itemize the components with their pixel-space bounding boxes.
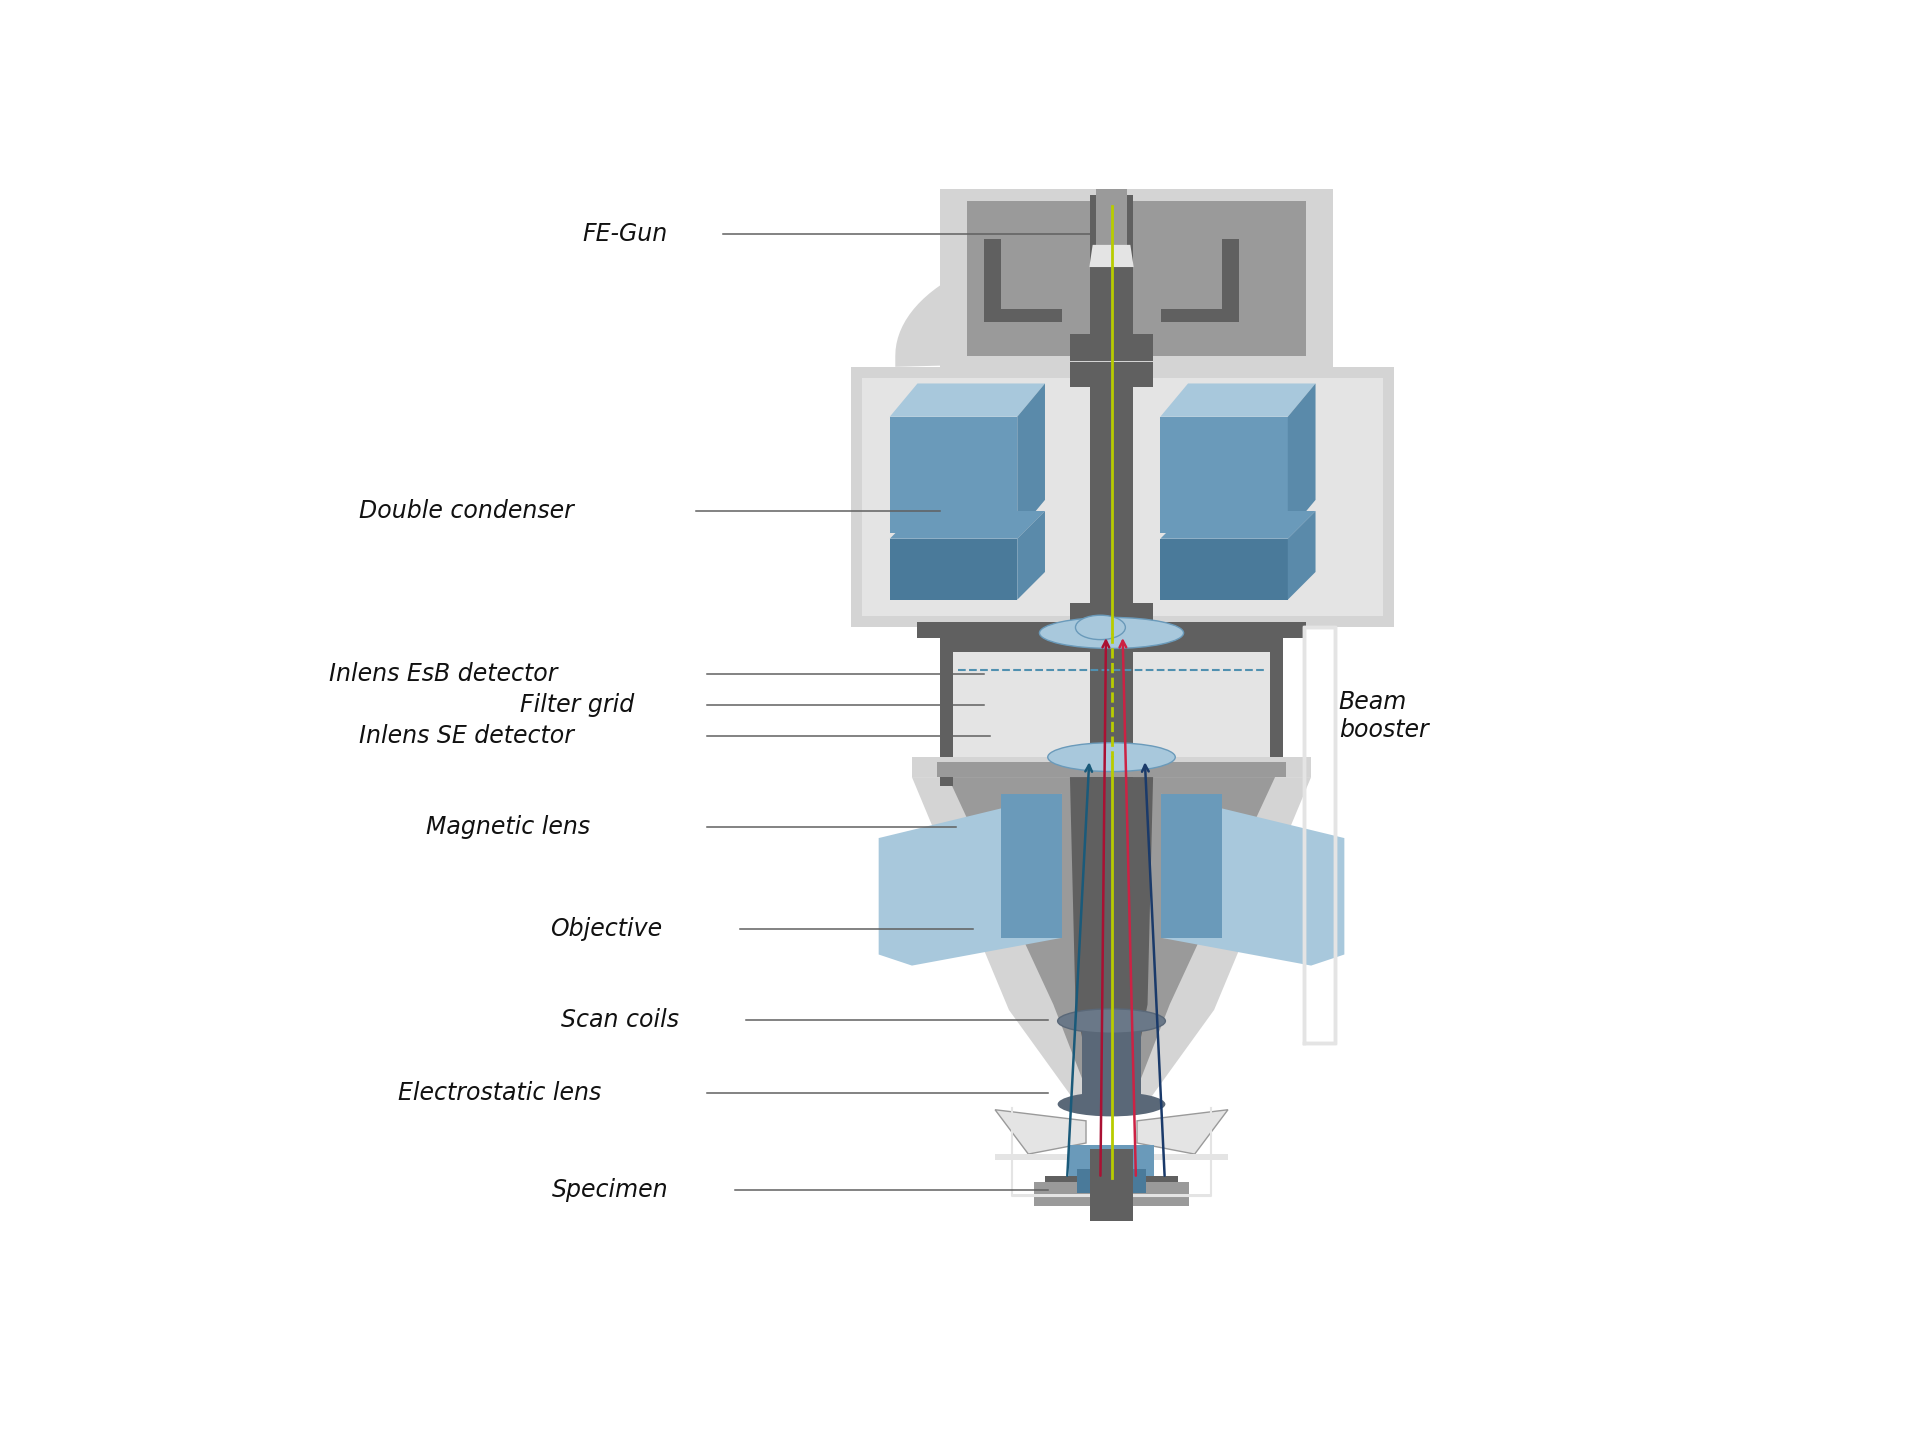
Bar	[1077, 1168, 1146, 1192]
Polygon shape	[1162, 793, 1223, 937]
Bar	[939, 634, 1283, 652]
Bar	[1091, 1149, 1133, 1221]
Bar	[1269, 638, 1283, 778]
Bar	[952, 652, 1269, 778]
Bar	[1096, 190, 1127, 262]
Polygon shape	[1018, 511, 1044, 599]
Bar	[995, 1153, 1087, 1159]
Polygon shape	[889, 383, 1044, 416]
Bar	[1012, 1194, 1212, 1197]
Text: Double condenser: Double condenser	[359, 500, 574, 523]
Polygon shape	[1288, 383, 1315, 533]
Bar	[1091, 778, 1133, 1110]
Bar	[939, 762, 952, 786]
Polygon shape	[1160, 383, 1315, 416]
Bar	[1071, 603, 1152, 628]
Text: Objective: Objective	[551, 917, 662, 940]
Polygon shape	[1160, 511, 1315, 539]
Bar	[1000, 763, 1223, 778]
Polygon shape	[895, 243, 1306, 367]
Polygon shape	[1137, 1110, 1229, 1153]
Text: Inlens SE detector: Inlens SE detector	[359, 724, 574, 747]
Bar	[889, 416, 1018, 533]
Text: FE-Gun: FE-Gun	[584, 222, 668, 246]
Text: Filter grid: Filter grid	[520, 693, 636, 717]
Text: Electrostatic lens: Electrostatic lens	[397, 1081, 601, 1104]
Text: Beam
booster: Beam booster	[1338, 690, 1428, 742]
Bar	[937, 762, 1286, 778]
Polygon shape	[1162, 793, 1344, 966]
Polygon shape	[1288, 511, 1315, 599]
Bar	[1160, 539, 1288, 599]
Polygon shape	[1162, 239, 1238, 323]
Bar	[1160, 416, 1288, 533]
Polygon shape	[948, 778, 1275, 1099]
Bar	[1071, 334, 1152, 361]
Bar	[889, 539, 1018, 599]
Text: Specimen: Specimen	[551, 1178, 668, 1201]
Ellipse shape	[1048, 743, 1175, 772]
Polygon shape	[889, 511, 1044, 539]
Bar	[912, 757, 1311, 778]
Bar	[1091, 367, 1133, 628]
Bar	[939, 190, 1332, 367]
Bar	[1044, 1176, 1179, 1182]
Ellipse shape	[1039, 618, 1183, 648]
Text: Magnetic lens: Magnetic lens	[426, 815, 589, 840]
Bar	[1069, 1145, 1154, 1176]
Bar	[851, 367, 1394, 628]
Bar	[939, 638, 952, 778]
Bar	[1033, 1182, 1188, 1207]
Polygon shape	[1089, 245, 1133, 266]
Ellipse shape	[1058, 1092, 1165, 1116]
Polygon shape	[985, 239, 1062, 323]
Bar	[1071, 363, 1152, 387]
Polygon shape	[879, 793, 1062, 966]
Bar	[968, 200, 1306, 356]
Bar	[1304, 628, 1336, 1043]
Polygon shape	[1069, 778, 1154, 1099]
Ellipse shape	[1058, 1009, 1165, 1034]
Polygon shape	[995, 1110, 1087, 1153]
Polygon shape	[912, 778, 1311, 1110]
Polygon shape	[1000, 793, 1062, 937]
Polygon shape	[1018, 383, 1044, 533]
Bar	[1091, 194, 1133, 361]
Text: Inlens EsB detector: Inlens EsB detector	[328, 662, 557, 685]
Bar	[862, 377, 1382, 616]
Bar	[1137, 1153, 1229, 1159]
Bar	[918, 622, 1306, 638]
Ellipse shape	[1075, 615, 1125, 639]
Bar	[939, 190, 1332, 367]
Bar	[1081, 1021, 1142, 1104]
Text: Scan coils: Scan coils	[561, 1008, 680, 1032]
Bar	[1092, 253, 1131, 266]
Bar	[1091, 616, 1133, 778]
